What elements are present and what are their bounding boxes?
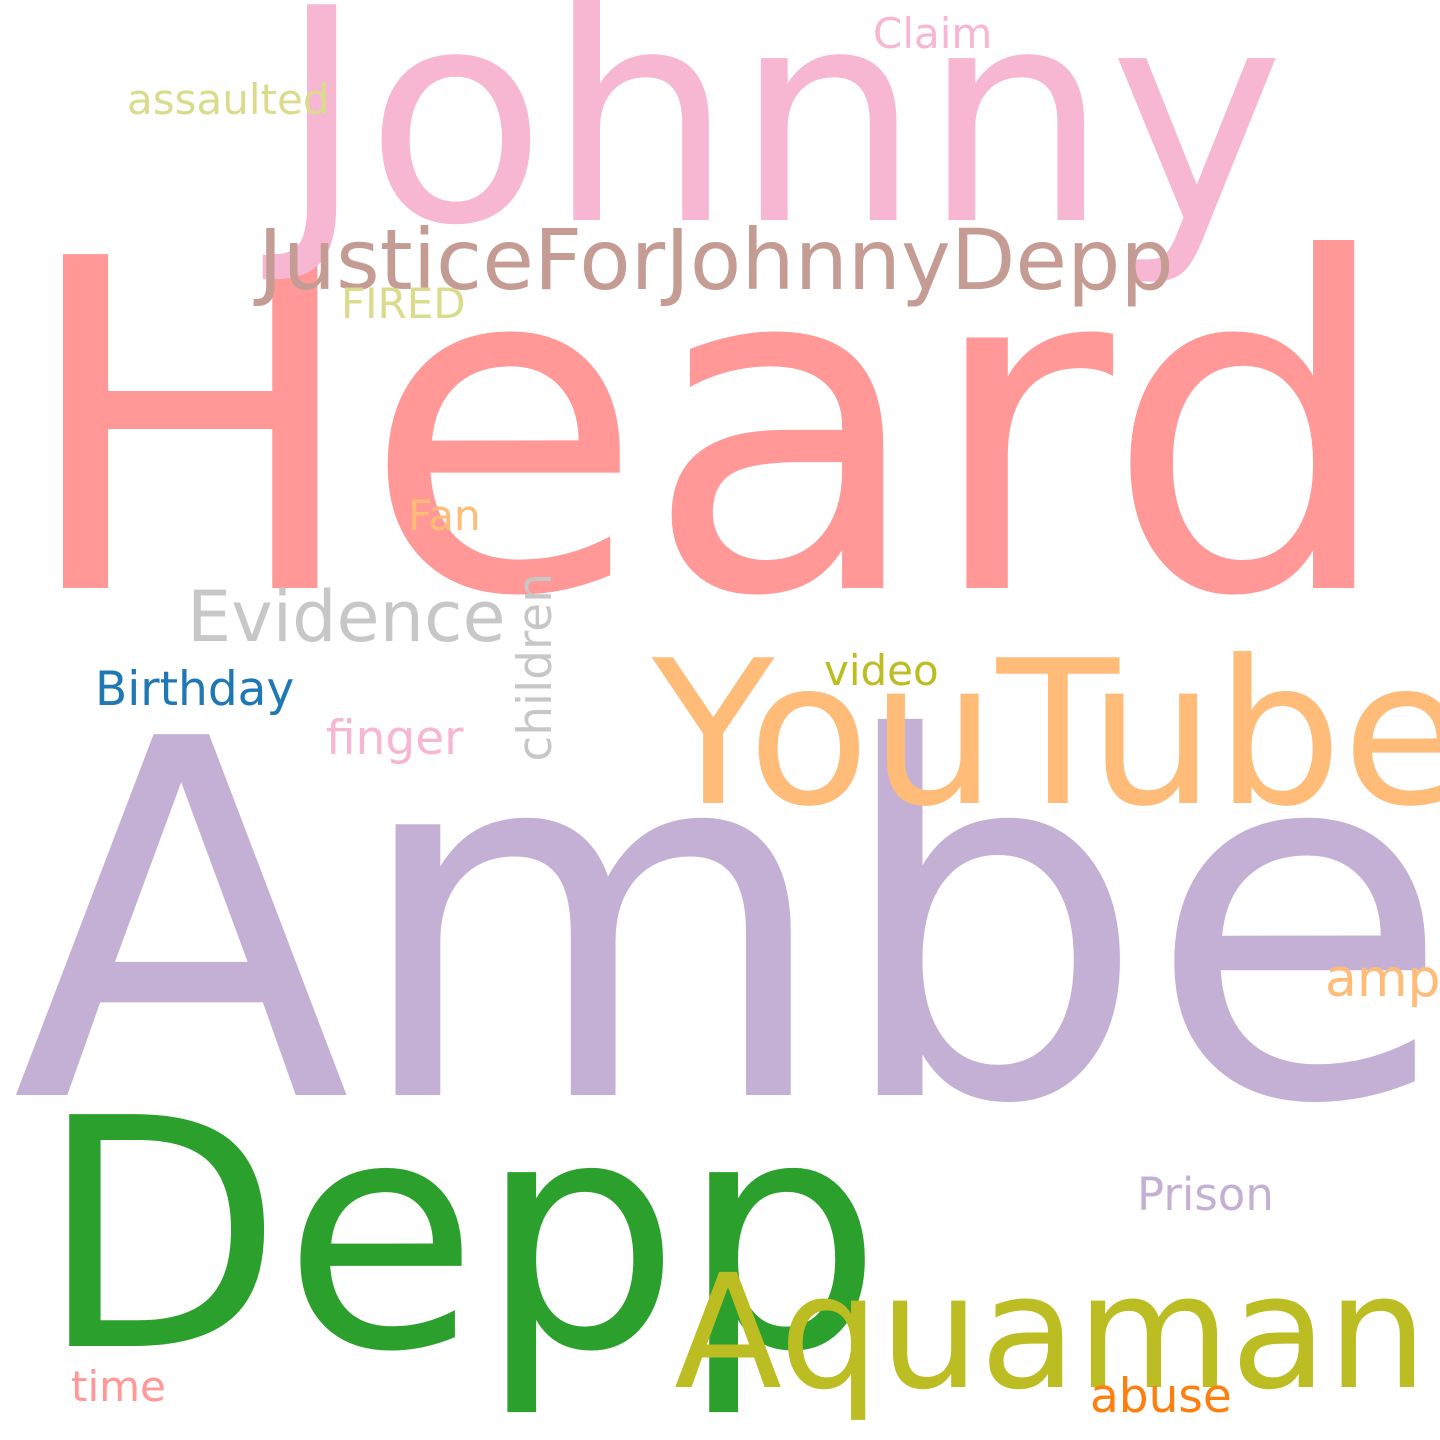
word-birthday: Birthday bbox=[95, 662, 295, 717]
word-video: video bbox=[824, 646, 939, 695]
word-time: time bbox=[71, 1362, 166, 1411]
word-finger: finger bbox=[326, 711, 464, 766]
word-youtube: YouTube bbox=[652, 618, 1440, 851]
word-fan: Fan bbox=[408, 491, 481, 540]
word-children: children bbox=[508, 573, 563, 762]
word-prison: Prison bbox=[1137, 1168, 1274, 1221]
word-amber: Amber bbox=[12, 636, 1440, 1212]
word-justice: JusticeForJohnnyDepp bbox=[258, 211, 1174, 309]
word-abuse: abuse bbox=[1090, 1369, 1232, 1424]
word-depp: Depp bbox=[38, 1051, 883, 1421]
word-amp: amp bbox=[1325, 949, 1440, 1009]
word-heard: Heard bbox=[18, 164, 1396, 697]
word-fired: FIRED bbox=[341, 279, 466, 328]
word-assaulted: assaulted bbox=[127, 75, 330, 124]
word-claim: Claim bbox=[873, 9, 993, 58]
word-evidence: Evidence bbox=[187, 576, 506, 658]
word-johnny: Johnny bbox=[278, 0, 1285, 290]
word-aquaman: Aquaman bbox=[674, 1241, 1428, 1425]
